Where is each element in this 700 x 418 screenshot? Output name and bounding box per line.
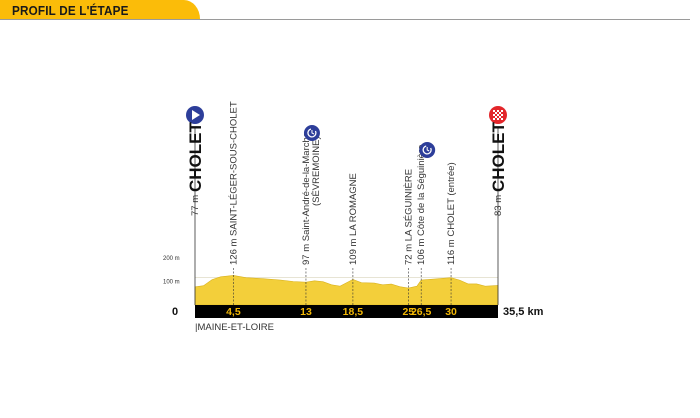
clock-hand [426, 147, 430, 152]
checker-square [497, 110, 499, 112]
km-marker-label: 25 [403, 306, 415, 318]
checker-square [493, 118, 495, 120]
checker-square [499, 116, 501, 118]
km-marker-label: 30 [445, 306, 457, 318]
waypoint-label: 106 m Côte de la Séguinière [416, 145, 427, 265]
time-check-icon [303, 125, 320, 141]
waypoint-label: 97 m Saint-André-de-la-Marche [301, 132, 312, 265]
checker-square [499, 112, 501, 114]
y-tick-label: 200 m [163, 256, 180, 262]
waypoint-label: 72 m LA SÉGUINIÈRE [403, 169, 414, 265]
clock-arc [307, 128, 317, 138]
distance-bar [195, 305, 498, 318]
checker-square [501, 110, 503, 112]
waypoint-label: 126 m SAINT-LÉGER-SOUS-CHOLET [228, 101, 239, 265]
waypoint-label: 109 m LA ROMAGNE [348, 173, 359, 265]
clock-arc [422, 145, 432, 155]
waypoint-label: 116 m CHOLET (entrée) [446, 162, 457, 265]
checker-square [493, 114, 495, 116]
start-city-name: CHOLET [186, 122, 205, 193]
checker-square [497, 114, 499, 116]
x-start-label: 0 [172, 306, 178, 318]
checker-square [501, 118, 503, 120]
header-rule [0, 19, 690, 20]
time-check-icon [419, 142, 436, 158]
y-tick-label: 100 m [163, 280, 180, 286]
section-title: PROFIL DE L'ÉTAPE [12, 3, 129, 18]
x-end-label: 35,5 km [503, 306, 544, 318]
start-altitude: 77 m [190, 195, 201, 216]
checker-square [493, 110, 495, 112]
finish-icon [489, 106, 507, 124]
section-tab: PROFIL DE L'ÉTAPE [0, 0, 200, 19]
checker-square [495, 116, 497, 118]
region-label: |MAINE-ET-LOIRE [195, 322, 274, 333]
finish-city-name: CHOLET [489, 122, 508, 193]
finish-altitude: 83 m [493, 195, 504, 216]
km-marker-label: 4,5 [226, 306, 241, 318]
start-icon [186, 106, 204, 124]
play-glyph [192, 110, 200, 120]
clock-hand [311, 130, 315, 135]
elevation-profile [194, 275, 499, 306]
checker-square [495, 112, 497, 114]
checker-square [501, 114, 503, 116]
checker-square [497, 118, 499, 120]
km-marker-label: 18,5 [343, 306, 364, 318]
km-marker-label: 26,5 [411, 306, 432, 318]
waypoint-sublabel: (SÈVREMOINE) [311, 136, 322, 206]
km-marker-label: 13 [300, 306, 312, 318]
